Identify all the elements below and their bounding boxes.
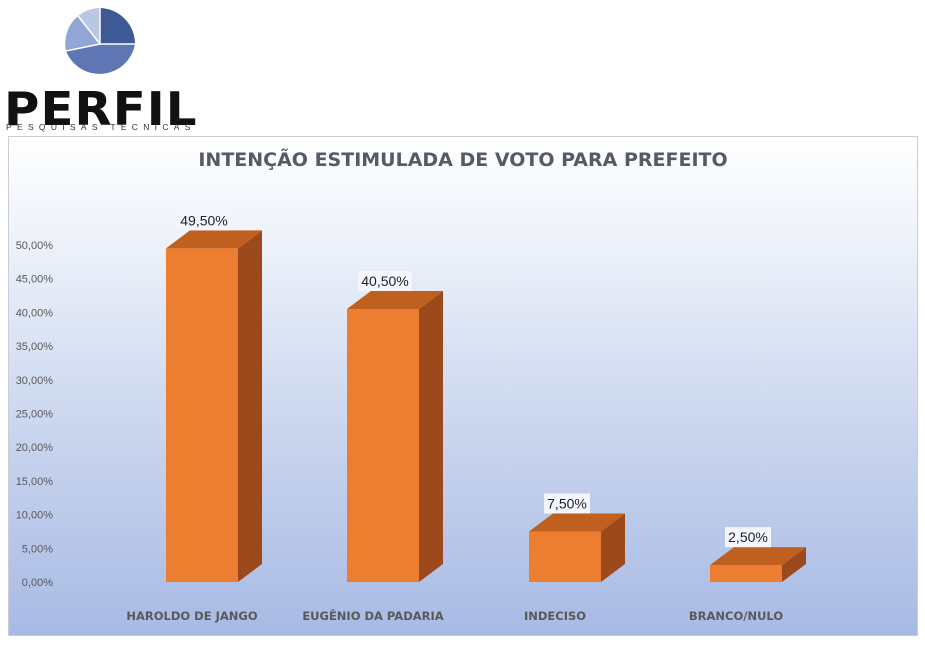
y-tick-label: 5,00%	[22, 543, 53, 555]
x-category-label: INDECISO	[524, 609, 586, 623]
bar-top	[710, 547, 806, 566]
x-category-label: BRANCO/NULO	[689, 609, 783, 623]
y-tick-label: 35,00%	[16, 341, 54, 353]
data-label-bg	[358, 271, 412, 292]
bar-side	[782, 547, 806, 582]
bar-top	[347, 291, 443, 310]
bar-side	[419, 291, 443, 582]
data-label: 49,50%	[180, 212, 227, 228]
bar-front	[529, 531, 601, 582]
data-label-bg	[544, 493, 590, 514]
x-category-label: HAROLDO DE JANGO	[126, 609, 257, 623]
data-label-bg	[725, 527, 771, 548]
bar-side	[601, 513, 625, 582]
chart-title: INTENÇÃO ESTIMULADA DE VOTO PARA PREFEIT…	[198, 149, 728, 171]
data-label: 7,50%	[547, 495, 587, 511]
y-tick-label: 30,00%	[16, 375, 54, 387]
pie-logo-icon	[65, 8, 135, 74]
bar-side	[238, 230, 262, 582]
y-tick-label: 15,00%	[16, 476, 54, 488]
y-tick-label: 20,00%	[16, 442, 54, 454]
logo-tagline: PESQUISAS TÉCNICAS	[6, 122, 196, 132]
bar-top	[166, 230, 262, 249]
y-tick-label: 50,00%	[16, 240, 54, 252]
company-logo: PERFIL PESQUISAS TÉCNICAS	[4, 6, 204, 132]
bar-chart: 0,00% 5,00% 10,00% 15,00% 20,00% 25,00% 30,00%…	[16, 210, 806, 623]
data-label-bg	[177, 210, 231, 231]
chart-area: INTENÇÃO ESTIMULADA DE VOTO PARA PREFEIT…	[8, 136, 918, 636]
data-label: 40,50%	[361, 273, 408, 289]
y-tick-label: 10,00%	[16, 510, 54, 522]
bar-front	[347, 309, 419, 582]
bar-front	[166, 248, 238, 582]
logo-wordmark: PERFIL	[4, 82, 198, 136]
y-tick-label: 45,00%	[16, 274, 54, 286]
bar-top	[529, 513, 625, 532]
y-tick-label: 40,00%	[16, 307, 54, 319]
y-tick-label: 0,00%	[22, 577, 53, 589]
bar-front	[710, 565, 782, 582]
x-category-label: EUGÊNIO DA PADARIA	[302, 608, 443, 623]
y-tick-label: 25,00%	[16, 409, 54, 421]
data-label: 2,50%	[728, 529, 768, 545]
